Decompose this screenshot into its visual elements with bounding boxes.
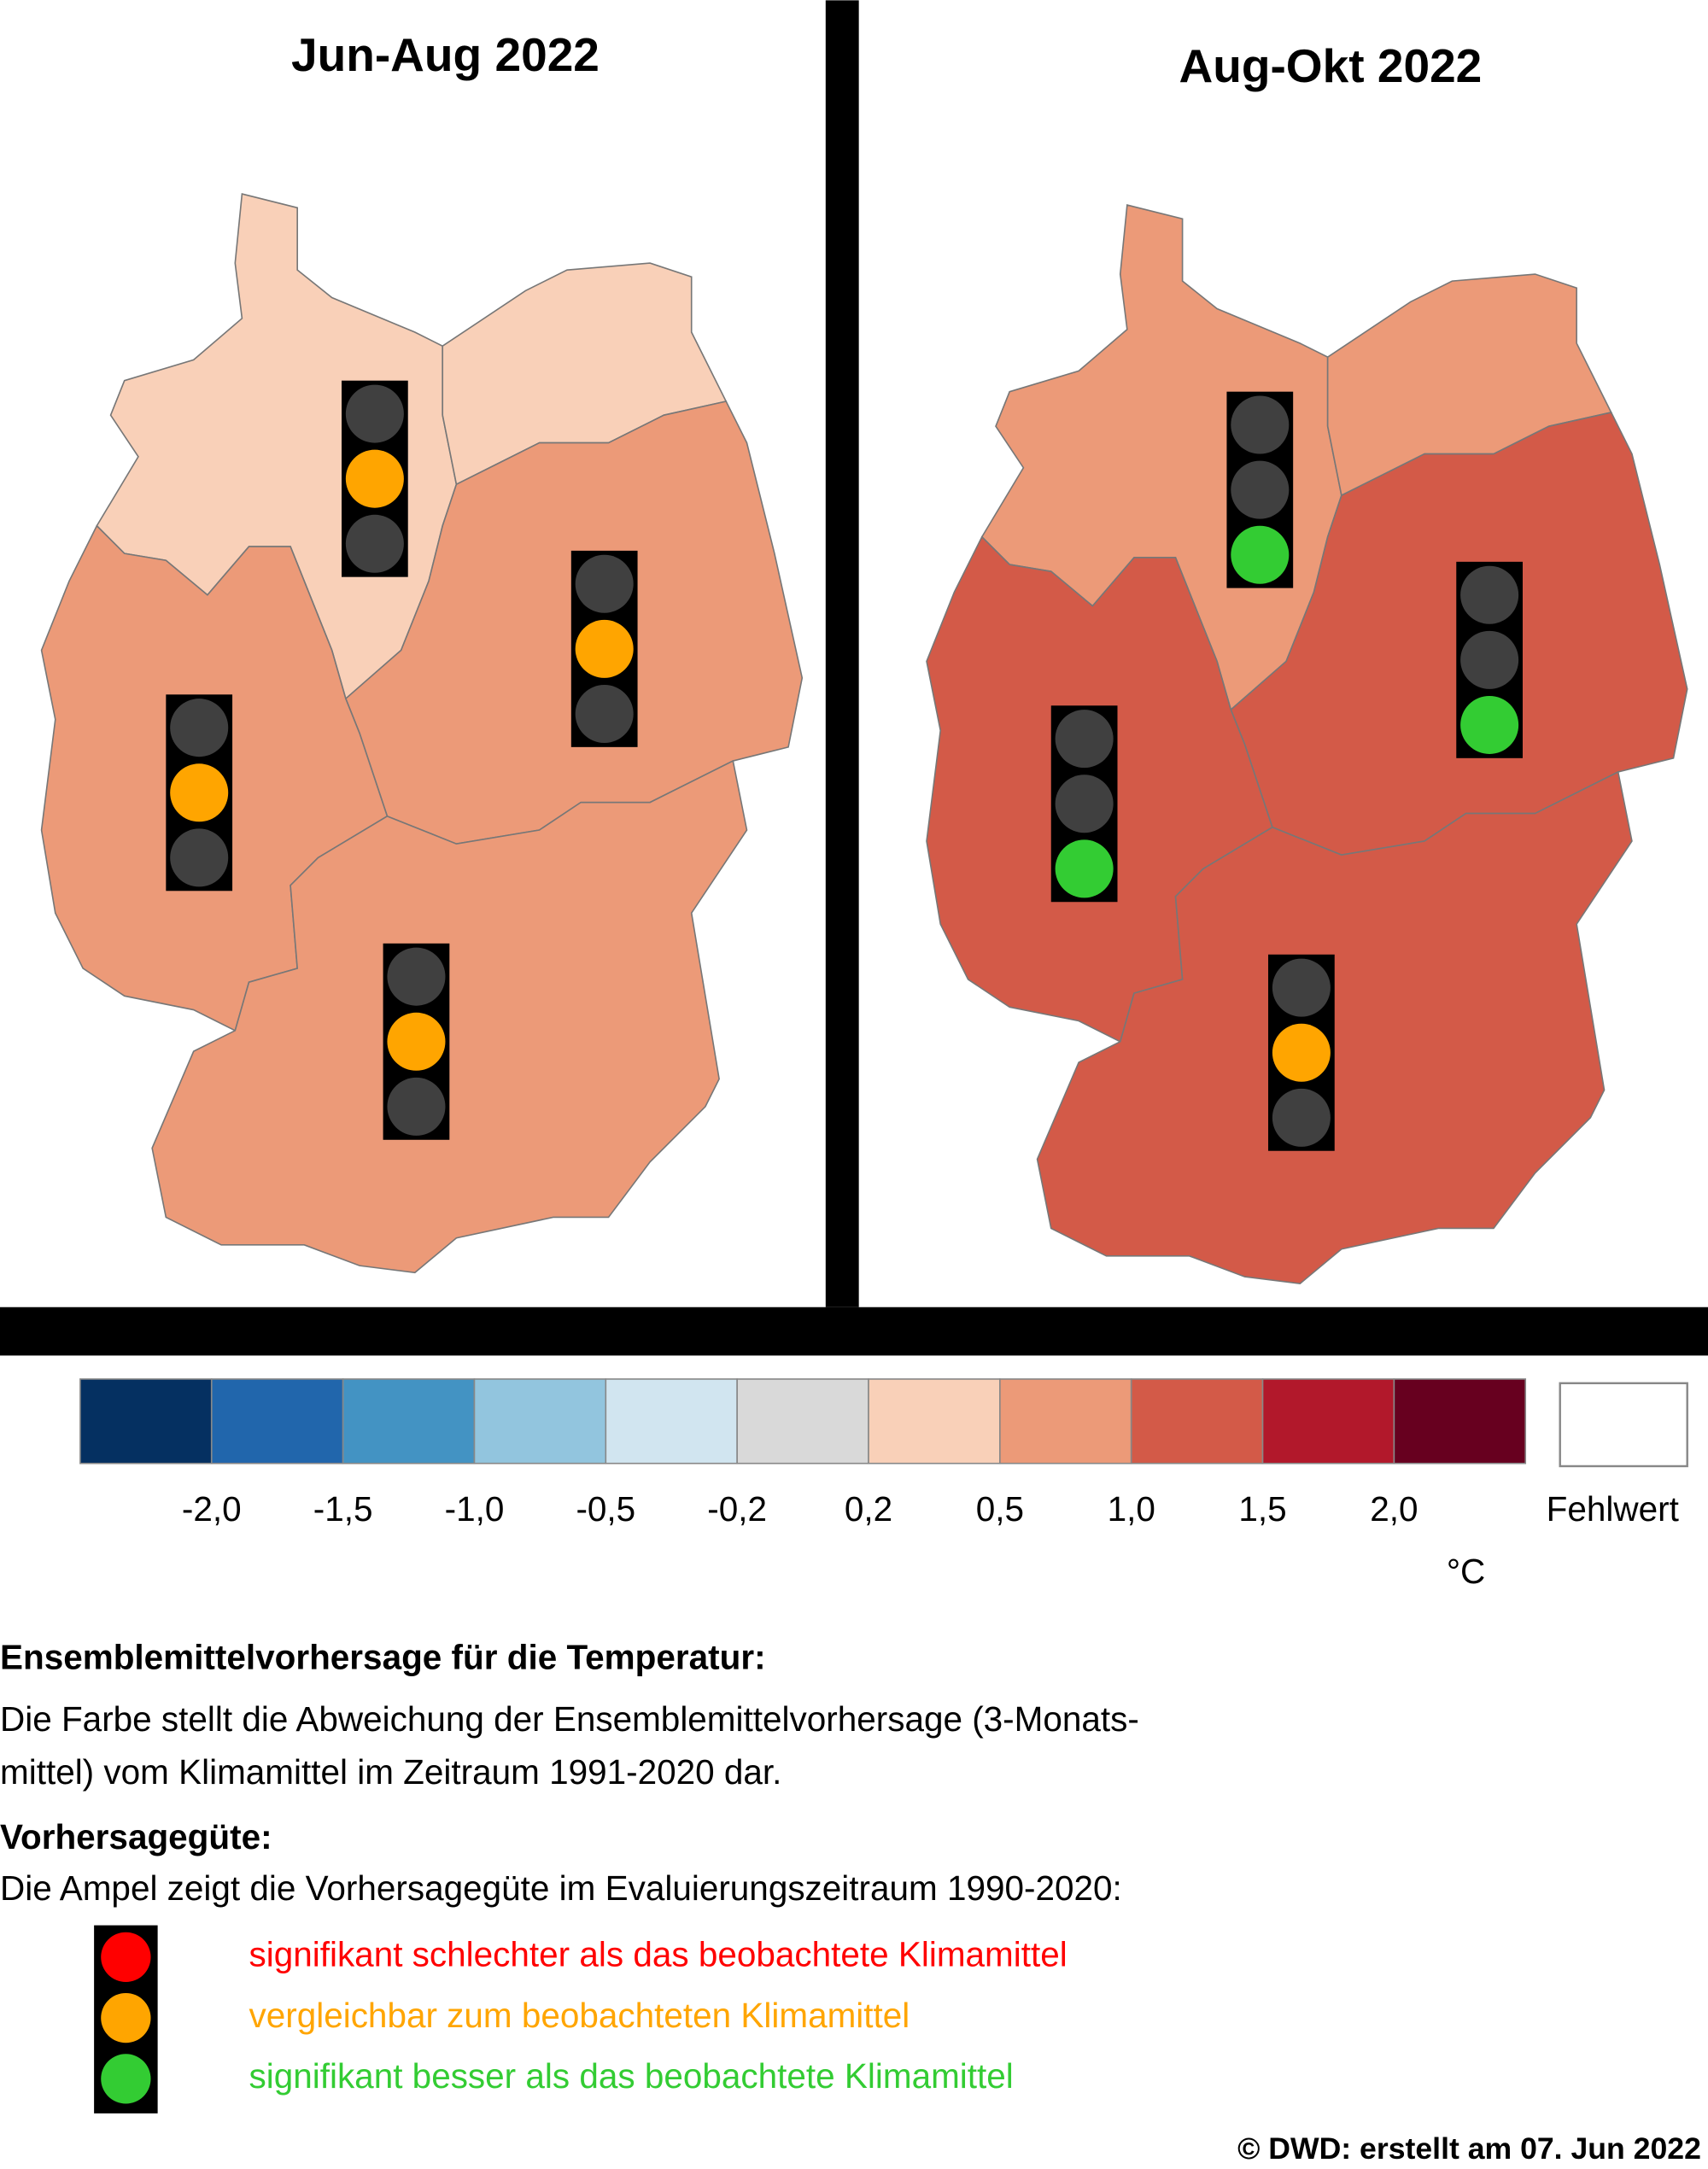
light <box>170 763 229 822</box>
light <box>1272 1088 1331 1147</box>
legend-box <box>999 1378 1132 1465</box>
legend-box <box>473 1378 607 1465</box>
footer: © DWD: erstellt am 07. Jun 2022 <box>1237 2131 1701 2166</box>
light <box>575 619 634 678</box>
traffic-light <box>1226 391 1294 588</box>
heading: Ensemblemittelvorhersage für die Tempera… <box>0 1637 766 1676</box>
legend-box <box>210 1378 344 1465</box>
legend-box <box>1261 1378 1395 1465</box>
key-label: signifikant schlechter als das beobachte… <box>249 1935 1067 1974</box>
key-light <box>101 2054 151 2104</box>
missing-box <box>1559 1382 1688 1468</box>
tick-label: 0,5 <box>976 1489 1024 1529</box>
light <box>170 828 229 887</box>
map <box>40 193 804 1274</box>
light <box>387 1077 446 1136</box>
traffic-light <box>166 694 233 892</box>
light <box>575 554 634 613</box>
legend-box <box>1130 1378 1264 1465</box>
light <box>1231 525 1290 584</box>
traffic-light <box>342 380 408 577</box>
tick-label: -0,2 <box>707 1489 767 1529</box>
light <box>1272 1023 1331 1082</box>
light <box>1055 710 1114 769</box>
light <box>1460 630 1519 689</box>
tick-label: -0,5 <box>576 1489 635 1529</box>
text-line: mittel) vom Klimamittel im Zeitraum 1991… <box>0 1752 781 1792</box>
key: signifikant schlechter als das beobachte… <box>101 1932 1068 2104</box>
light <box>345 449 404 508</box>
light <box>387 947 446 1006</box>
legend-box <box>605 1378 738 1465</box>
light <box>387 1012 446 1071</box>
key-label: signifikant besser als das beobachtete K… <box>249 2056 1013 2096</box>
unit-label: °C <box>1447 1552 1485 1591</box>
legend-box <box>868 1378 1001 1465</box>
legend-box <box>736 1378 869 1465</box>
light <box>170 699 229 757</box>
light <box>1055 775 1114 833</box>
traffic-light <box>383 943 450 1140</box>
map <box>926 204 1688 1285</box>
key-label: vergleichbar zum beobachteten Klimamitte… <box>249 1996 910 2035</box>
tick-label: 2,0 <box>1370 1489 1418 1529</box>
light <box>1272 958 1331 1017</box>
tick-label: -1,0 <box>445 1489 505 1529</box>
color-legend: -2,0 -1,5 -1,0 -0,5 -0,2 0,2 0,5 1,0 1,5 2,0 Fehlw… <box>79 1378 1688 1591</box>
tick-label: -2,0 <box>182 1489 242 1529</box>
maps <box>40 193 1688 1285</box>
traffic-light <box>570 550 638 747</box>
light <box>575 684 634 743</box>
traffic-light <box>1268 954 1335 1151</box>
light <box>345 384 404 443</box>
heading: Vorhersagegüte: <box>0 1817 272 1856</box>
light <box>1055 839 1114 898</box>
legend-box <box>79 1378 213 1465</box>
legend-box <box>1393 1378 1527 1465</box>
tick-label: 0,2 <box>845 1489 892 1529</box>
traffic-light <box>1050 705 1118 903</box>
key-light <box>101 1932 151 1983</box>
text-line: Die Ampel zeigt die Vorhersagegüte im Ev… <box>0 1868 1122 1908</box>
tick-label: 1,0 <box>1108 1489 1155 1529</box>
text-line: Die Farbe stellt die Abweichung der Ense… <box>0 1699 1139 1739</box>
key-light <box>101 1992 151 2043</box>
light <box>1231 395 1290 454</box>
tick-label: 1,5 <box>1238 1489 1286 1529</box>
legend-box <box>342 1378 476 1465</box>
light <box>1460 565 1519 624</box>
tick-label: -1,5 <box>313 1489 373 1529</box>
missing-label: Fehlwert <box>1547 1489 1679 1529</box>
panel-divider <box>0 1307 1708 1356</box>
panel-title: Jun-Aug 2022 <box>291 28 600 81</box>
light <box>1231 460 1290 519</box>
panel-title: Aug-Okt 2022 <box>1179 39 1482 92</box>
light <box>345 514 404 573</box>
light <box>1460 695 1519 754</box>
traffic-light <box>1456 561 1523 758</box>
panel-divider <box>825 0 859 1307</box>
